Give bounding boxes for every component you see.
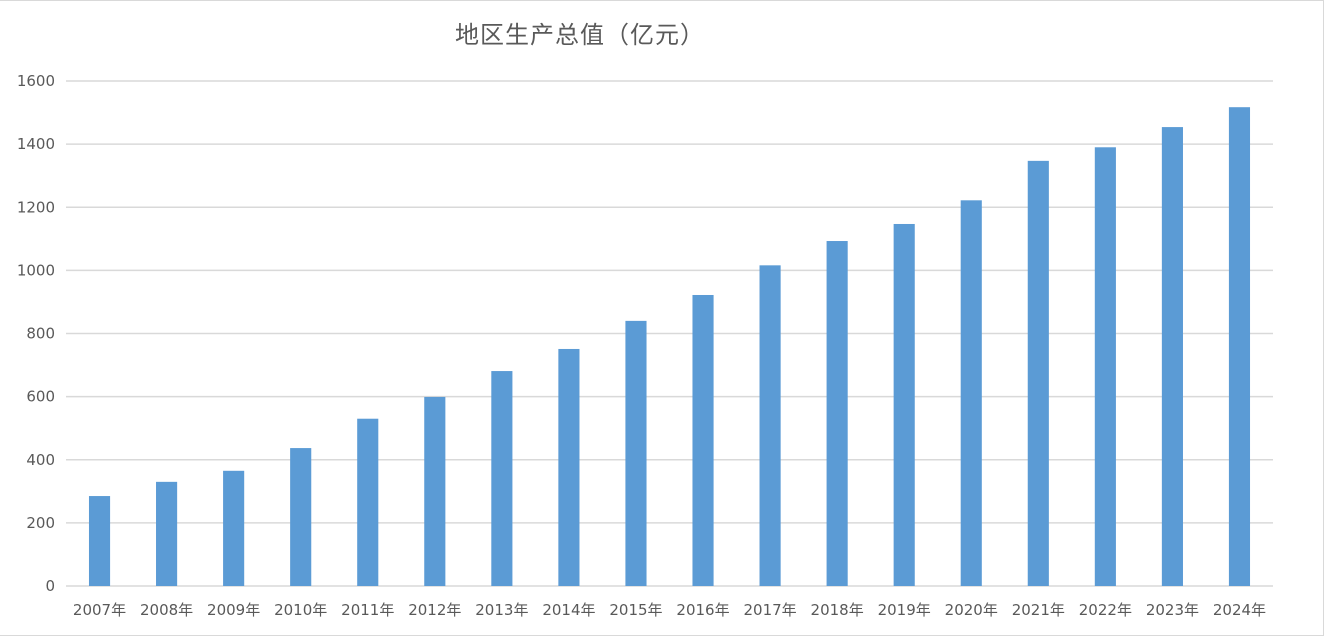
y-tick-label: 1200: [17, 198, 55, 216]
y-tick-label: 200: [26, 514, 55, 532]
bar-2020年: [960, 200, 982, 586]
x-tick-label: 2021年: [1012, 601, 1065, 619]
y-tick-label: 400: [26, 451, 55, 469]
bar-2017年: [759, 265, 781, 586]
x-tick-label: 2014年: [542, 601, 595, 619]
bar-2021年: [1027, 160, 1049, 586]
bar-2019年: [893, 223, 915, 586]
bar-2016年: [692, 294, 714, 586]
bars: [88, 107, 1251, 587]
x-tick-label: 2023年: [1146, 601, 1199, 619]
bar-2013年: [491, 371, 513, 586]
x-tick-label: 2007年: [73, 601, 126, 619]
bar-2022年: [1094, 147, 1116, 586]
x-tick-label: 2018年: [811, 601, 864, 619]
bar-2018年: [826, 241, 848, 586]
y-tick-label: 0: [45, 577, 55, 595]
x-tick-label: 2008年: [140, 601, 193, 619]
x-tick-label: 2016年: [676, 601, 729, 619]
x-tick-label: 2017年: [743, 601, 796, 619]
bar-2023年: [1161, 127, 1183, 587]
bar-2011年: [357, 418, 379, 586]
y-tick-label: 600: [26, 388, 55, 406]
chart-title: 地区生产总值（亿元）: [455, 21, 705, 49]
y-axis: 0 200 400 600 800 1000 1200 1400 1600: [17, 72, 55, 595]
bar-2010年: [290, 448, 312, 586]
y-tick-label: 1000: [17, 261, 55, 279]
bar-2008年: [156, 481, 178, 586]
x-tick-label: 2024年: [1213, 601, 1266, 619]
x-tick-label: 2022年: [1079, 601, 1132, 619]
bar-2015年: [625, 320, 647, 586]
x-tick-label: 2019年: [878, 601, 931, 619]
bar-2009年: [223, 470, 245, 586]
y-tick-label: 1600: [17, 72, 55, 90]
bar-2007年: [88, 496, 111, 586]
x-tick-label: 2010年: [274, 601, 327, 619]
x-axis: 2007年 2008年 2009年 2010年 2011年 2012年 2013年 2014年…: [73, 601, 1266, 619]
bar-2024年: [1228, 107, 1251, 587]
x-tick-label: 2013年: [475, 601, 528, 619]
y-tick-label: 800: [26, 325, 55, 343]
x-tick-label: 2020年: [945, 601, 998, 619]
gridlines: [66, 80, 1273, 524]
x-tick-label: 2011年: [341, 601, 394, 619]
x-tick-label: 2009年: [207, 601, 260, 619]
bar-2012年: [424, 396, 446, 586]
bar-2014年: [558, 348, 580, 586]
x-tick-label: 2015年: [609, 601, 662, 619]
x-tick-label: 2012年: [408, 601, 461, 619]
y-tick-label: 1400: [17, 135, 55, 153]
